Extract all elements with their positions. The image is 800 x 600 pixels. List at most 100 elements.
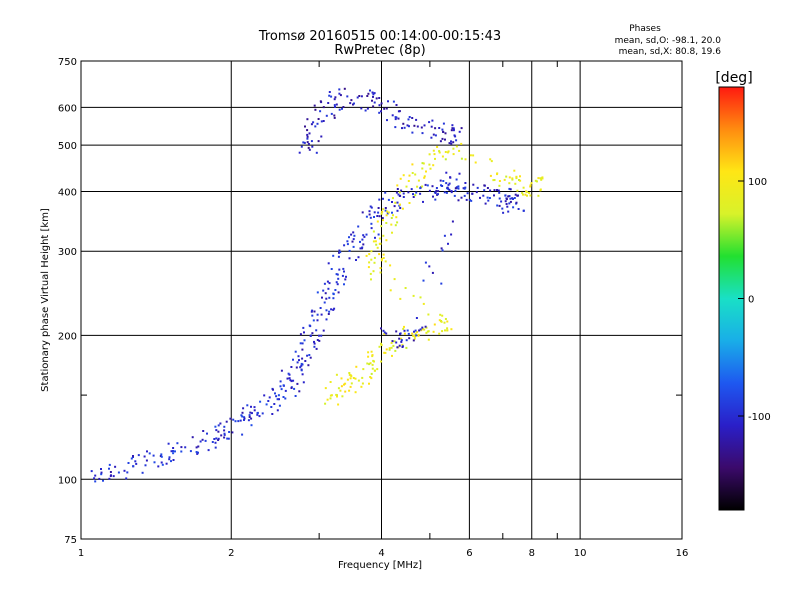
data-point: [483, 184, 486, 187]
data-point: [526, 194, 528, 197]
data-point: [369, 272, 372, 275]
data-point: [493, 179, 496, 181]
data-point: [380, 212, 383, 215]
data-point: [228, 431, 231, 433]
data-point: [504, 200, 507, 203]
data-point: [241, 415, 244, 418]
data-point: [432, 164, 435, 167]
data-point: [394, 201, 397, 204]
data-point: [396, 346, 399, 349]
data-point: [108, 463, 111, 466]
data-point: [384, 209, 387, 212]
data-point: [360, 95, 363, 98]
data-point: [94, 480, 97, 483]
data-point: [265, 403, 268, 406]
data-point: [463, 187, 466, 190]
data-point: [134, 460, 137, 463]
data-point: [108, 477, 111, 480]
data-point: [441, 128, 444, 131]
data-point: [408, 116, 411, 118]
data-point: [400, 337, 403, 340]
data-point: [519, 175, 521, 178]
data-point: [451, 124, 454, 127]
data-point: [412, 196, 415, 198]
data-point: [325, 114, 328, 117]
data-point: [338, 92, 341, 95]
data-point: [301, 373, 304, 376]
data-point: [322, 120, 325, 122]
data-point: [428, 153, 431, 156]
data-point: [315, 151, 318, 154]
colorbar-tick-label: -100: [748, 412, 771, 423]
y-tick-label: 500: [58, 141, 77, 152]
data-point: [352, 377, 355, 379]
data-point: [393, 205, 396, 208]
data-point: [385, 332, 388, 335]
data-point: [534, 179, 537, 182]
data-point: [336, 283, 339, 286]
data-point: [296, 361, 299, 364]
data-point: [392, 214, 394, 217]
data-point: [454, 187, 457, 190]
data-point: [516, 189, 519, 192]
data-point: [515, 201, 518, 204]
data-point: [314, 125, 317, 128]
data-point: [423, 124, 426, 127]
data-point: [367, 92, 370, 95]
data-point: [469, 154, 472, 157]
data-point: [248, 416, 251, 418]
data-point: [304, 125, 306, 128]
data-point: [100, 468, 102, 470]
data-point: [322, 329, 325, 332]
data-point: [372, 270, 375, 273]
data-point: [365, 233, 368, 236]
data-point: [341, 107, 343, 110]
data-point: [390, 342, 393, 344]
data-point: [313, 104, 316, 107]
data-point: [325, 309, 328, 312]
data-point: [170, 450, 173, 453]
data-point: [320, 334, 323, 337]
data-point: [445, 182, 448, 185]
data-point: [462, 187, 465, 190]
data-point: [422, 328, 424, 331]
data-point: [536, 180, 538, 183]
data-point: [407, 180, 410, 182]
data-point: [382, 208, 385, 211]
data-point: [395, 191, 398, 194]
data-point: [302, 326, 305, 329]
data-point: [412, 339, 415, 342]
data-point: [439, 179, 442, 182]
data-point: [307, 146, 310, 149]
data-point: [378, 111, 381, 114]
data-point: [414, 332, 417, 335]
data-point: [340, 385, 343, 388]
data-point: [396, 221, 399, 224]
data-point: [382, 253, 385, 256]
data-point: [353, 234, 356, 237]
data-point: [438, 332, 441, 335]
data-point: [380, 344, 383, 346]
data-point: [465, 198, 468, 201]
data-point: [385, 222, 388, 224]
data-point: [466, 192, 469, 195]
data-point: [496, 189, 498, 191]
data-point: [515, 177, 518, 180]
data-point: [384, 207, 387, 209]
data-point: [400, 340, 403, 343]
data-point: [341, 395, 344, 398]
data-point: [313, 342, 316, 345]
data-point: [398, 337, 401, 340]
data-point: [348, 372, 351, 374]
data-point: [352, 238, 355, 241]
data-point: [384, 260, 387, 263]
data-point: [450, 129, 453, 132]
data-point: [422, 302, 425, 305]
data-point: [476, 186, 479, 189]
data-point: [272, 388, 274, 391]
data-point: [371, 99, 373, 102]
data-point: [168, 456, 171, 459]
data-point: [371, 367, 374, 370]
data-point: [100, 471, 103, 474]
data-point: [376, 215, 379, 217]
